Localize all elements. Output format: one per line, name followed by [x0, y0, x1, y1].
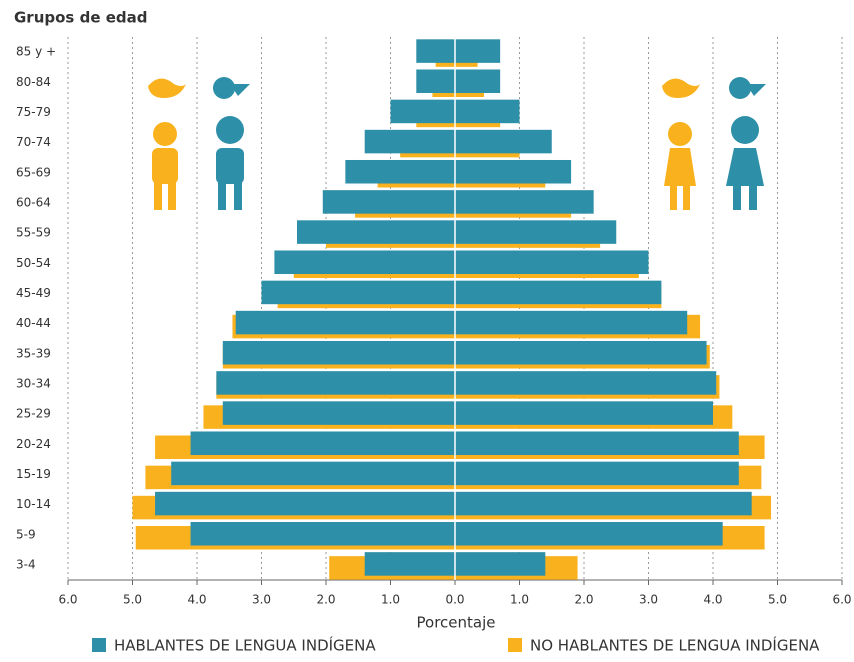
category-label: 60-64 [16, 195, 51, 209]
legend-label: NO HABLANTES DE LENGUA INDÍGENA [530, 636, 820, 655]
bar [455, 220, 617, 244]
legend-label: HABLANTES DE LENGUA INDÍGENA [114, 636, 376, 655]
category-label: 65-69 [16, 165, 51, 179]
x-axis-label: Porcentaje [417, 614, 496, 632]
category-label: 55-59 [16, 226, 51, 240]
bar [455, 69, 501, 94]
bar [455, 250, 649, 275]
bar [455, 461, 739, 486]
x-tick-label: 4.0 [703, 593, 722, 607]
bar [364, 129, 455, 154]
bar [455, 39, 501, 63]
bar [416, 39, 455, 63]
bar [171, 461, 455, 486]
bar [455, 401, 713, 425]
bar [455, 371, 717, 395]
bar [455, 552, 546, 576]
bar [364, 552, 455, 576]
bar [222, 340, 455, 365]
bar [155, 491, 455, 516]
category-label: 20-24 [16, 437, 51, 451]
chart-title: Grupos de edad [14, 9, 147, 27]
bar [455, 159, 572, 184]
x-tick-label: 4.0 [187, 593, 206, 607]
bar [416, 69, 455, 94]
bar [190, 521, 456, 546]
bar [455, 340, 707, 365]
x-tick-label: 5.0 [123, 593, 142, 607]
category-label: 50-54 [16, 256, 51, 270]
bar [455, 280, 662, 305]
bar [390, 99, 455, 124]
x-tick-label: 5.0 [768, 593, 787, 607]
category-label: 80-84 [16, 75, 51, 89]
bar [455, 431, 739, 456]
category-label: 45-49 [16, 286, 51, 300]
bar [216, 371, 455, 395]
x-tick-label: 2.0 [574, 593, 593, 607]
legend-swatch [508, 638, 522, 652]
bar [455, 491, 752, 516]
category-label: 85 y + [16, 45, 56, 59]
bar [455, 521, 723, 546]
bar [322, 190, 455, 214]
category-label: 5-9 [16, 527, 36, 541]
x-tick-label: 6.0 [58, 593, 77, 607]
bar [296, 220, 455, 244]
bar [345, 159, 455, 184]
legend-swatch [92, 638, 106, 652]
x-tick-label: 0.0 [445, 593, 464, 607]
category-label: 70-74 [16, 135, 51, 149]
x-tick-label: 1.0 [510, 593, 529, 607]
category-label: 40-44 [16, 316, 51, 330]
bar [261, 280, 455, 305]
x-tick-label: 1.0 [381, 593, 400, 607]
category-label: 35-39 [16, 346, 51, 360]
x-tick-label: 2.0 [316, 593, 335, 607]
bar [455, 129, 552, 154]
bar [274, 250, 455, 275]
bar [455, 99, 520, 124]
category-label: 3-4 [16, 557, 36, 571]
category-label: 30-34 [16, 376, 51, 390]
bar [222, 401, 455, 425]
x-tick-label: 3.0 [252, 593, 271, 607]
bar [455, 310, 688, 335]
x-tick-label: 3.0 [639, 593, 658, 607]
category-label: 15-19 [16, 467, 51, 481]
bar [190, 431, 456, 456]
decor-icons [148, 77, 766, 210]
category-label: 25-29 [16, 407, 51, 421]
bar [455, 190, 594, 214]
category-label: 10-14 [16, 497, 51, 511]
bar [235, 310, 455, 335]
category-label: 75-79 [16, 105, 51, 119]
x-tick-label: 6.0 [832, 593, 851, 607]
